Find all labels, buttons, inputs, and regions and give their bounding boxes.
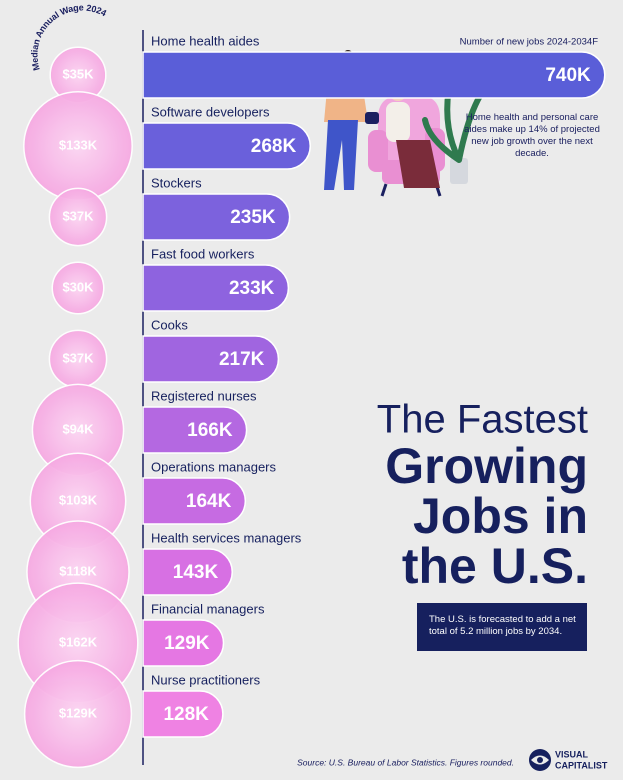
value-label: 740K xyxy=(545,65,591,86)
logo-text: VISUAL xyxy=(555,749,589,759)
category-label: Software developers xyxy=(151,104,270,119)
value-label: 166K xyxy=(187,420,233,441)
wage-label: $129K xyxy=(59,705,98,720)
value-label: 235K xyxy=(230,207,276,228)
value-label: 217K xyxy=(219,349,265,370)
wage-label: $162K xyxy=(59,634,98,649)
category-label: Stockers xyxy=(151,175,202,190)
value-label: 128K xyxy=(163,704,209,725)
title-line: Growing xyxy=(385,438,588,494)
wage-label: $35K xyxy=(62,66,94,81)
category-label: Fast food workers xyxy=(151,246,255,261)
value-label: 233K xyxy=(229,278,275,299)
wage-label: $118K xyxy=(59,563,97,578)
infographic: Median Annual Wage 2024 Number of new jo… xyxy=(0,0,623,780)
bar xyxy=(143,52,605,98)
value-label: 143K xyxy=(173,562,219,583)
category-label: Cooks xyxy=(151,317,188,332)
wage-label: $133K xyxy=(59,137,98,152)
category-label: Operations managers xyxy=(151,459,277,474)
category-label: Home health aides xyxy=(151,33,260,48)
category-label: Registered nurses xyxy=(151,388,257,403)
jobs-heading: Number of new jobs 2024-2034F xyxy=(460,37,599,48)
category-label: Financial managers xyxy=(151,601,265,616)
category-label: Health services managers xyxy=(151,530,302,545)
wage-label: $37K xyxy=(62,350,94,365)
logo-text: CAPITALIST xyxy=(555,760,608,770)
title-line: Jobs in xyxy=(413,488,588,544)
value-label: 164K xyxy=(186,491,232,512)
wage-label: $103K xyxy=(59,492,98,507)
title-line: the U.S. xyxy=(402,538,588,594)
annotation: Home health and personal care aides make… xyxy=(458,112,606,160)
title-line: The Fastest xyxy=(377,398,588,442)
wage-label: $37K xyxy=(62,208,94,223)
logo xyxy=(529,749,551,771)
source: Source: U.S. Bureau of Labor Statistics.… xyxy=(297,757,514,767)
wage-label: $30K xyxy=(62,279,94,294)
wage-label: $94K xyxy=(62,421,94,436)
value-label: 129K xyxy=(164,633,210,654)
note-box: The U.S. is forecasted to add a net tota… xyxy=(417,603,587,651)
category-label: Nurse practitioners xyxy=(151,672,261,687)
value-label: 268K xyxy=(251,136,297,157)
